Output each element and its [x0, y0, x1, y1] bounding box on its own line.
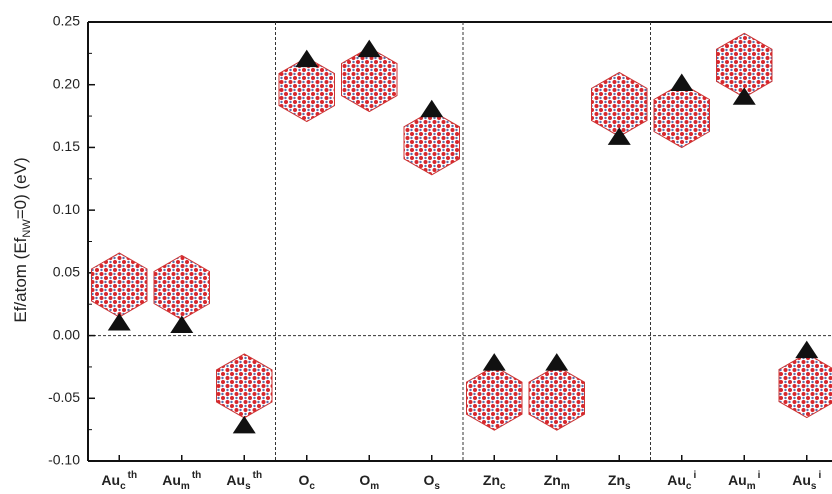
x-tick-label-sub: m: [561, 481, 570, 492]
y-axis-label: Ef/atom (EfNW=0) (eV): [11, 157, 32, 322]
molecule-image: [279, 58, 335, 122]
marker: [108, 313, 131, 331]
y-axis-label-tail: =0) (eV): [11, 157, 30, 219]
x-tick-label-sub: s: [434, 481, 440, 492]
x-tick-label-sub: c: [686, 481, 692, 492]
x-tick-label-sup: th: [192, 470, 201, 481]
y-tick-label: 0.05: [53, 264, 80, 280]
molecule-image: [342, 48, 398, 112]
x-tick-label: Om: [359, 472, 379, 492]
marker: [420, 100, 443, 118]
x-tick-label: Aucth: [101, 470, 137, 492]
x-tick-label-sup: i: [818, 470, 821, 481]
y-tick-label: 0.00: [53, 326, 80, 342]
x-tick-label: Os: [424, 472, 441, 492]
y-tick-label: 0.10: [53, 201, 80, 217]
x-tick-label-sup: th: [128, 470, 137, 481]
molecule-image: [654, 84, 710, 148]
x-tick-label-sub: m: [747, 481, 756, 492]
x-tick-label-base: O: [299, 472, 310, 488]
x-tick-label-base: Zn: [608, 472, 625, 488]
x-tick-label: Znc: [483, 472, 506, 492]
x-tick-label-sub: s: [625, 481, 631, 492]
x-tick-label: Zns: [608, 472, 631, 492]
marker: [795, 341, 818, 359]
x-tick-label-base: Zn: [544, 472, 561, 488]
marker: [670, 73, 693, 91]
marker: [233, 416, 256, 434]
molecule-image: [529, 366, 585, 430]
marker: [358, 40, 381, 58]
molecule-image: [217, 354, 273, 418]
x-tick-label: Ausi: [792, 470, 821, 492]
molecule-image: [154, 256, 210, 320]
y-tick-label: 0.15: [53, 138, 80, 154]
x-tick-label-sub: c: [120, 481, 126, 492]
x-tick-label-base: Au: [226, 472, 245, 488]
molecule-image: [779, 354, 832, 418]
x-tick-label-base: Au: [728, 472, 747, 488]
marker: [483, 353, 506, 371]
x-tick-label-base: O: [424, 472, 435, 488]
x-tick-label-base: O: [359, 472, 370, 488]
x-tick-label-sub: s: [811, 481, 817, 492]
x-tick-label-sup: i: [758, 470, 761, 481]
x-tick-label-sub: c: [309, 481, 315, 492]
molecule-image: [404, 111, 460, 175]
y-axis-label-sub: NW: [21, 219, 33, 238]
x-tick-label-sup: th: [253, 470, 262, 481]
x-tick-label: Oc: [299, 472, 316, 492]
x-tick-label: Aumth: [162, 470, 201, 492]
y-tick-label: -0.10: [48, 452, 80, 468]
y-axis-label-text: Ef/atom (Ef: [11, 237, 30, 322]
molecule-image: [467, 366, 523, 430]
x-tick-label-base: Zn: [483, 472, 500, 488]
x-tick-label: Auci: [667, 470, 696, 492]
y-tick-label: 0.20: [53, 75, 80, 91]
molecule-image: [592, 72, 648, 136]
y-tick-label: 0.25: [53, 13, 80, 29]
x-tick-label-sub: m: [181, 481, 190, 492]
marker: [295, 50, 318, 68]
x-tick-label-sup: i: [693, 470, 696, 481]
marker: [545, 353, 568, 371]
x-tick-label: Aumi: [728, 470, 761, 492]
x-tick-label-sub: m: [370, 481, 379, 492]
chart: Ef/atom (EfNW=0) (eV) -0.10 -0.05 0.00 0.05…: [0, 0, 832, 494]
x-tick-label-sub: s: [245, 481, 251, 492]
x-tick-label-base: Au: [162, 472, 181, 488]
marker: [170, 316, 193, 334]
x-tick-label-base: Au: [101, 472, 120, 488]
x-tick-label-base: Au: [792, 472, 811, 488]
y-tick-label: -0.05: [48, 389, 80, 405]
x-tick-label: Znm: [544, 472, 570, 492]
x-tick-label-sub: c: [500, 481, 506, 492]
molecule-image: [92, 253, 148, 317]
x-tick-label-base: Au: [667, 472, 686, 488]
x-tick-label: Austh: [226, 470, 262, 492]
